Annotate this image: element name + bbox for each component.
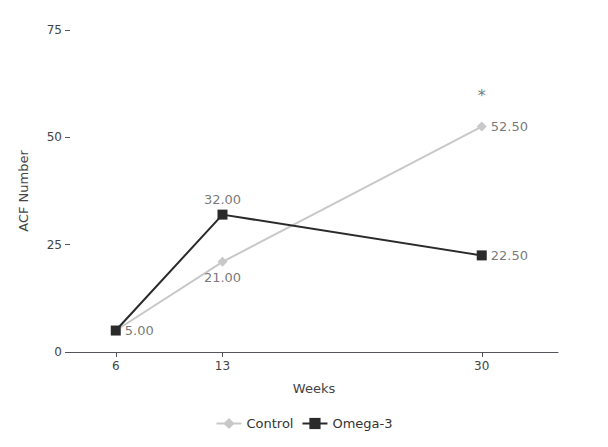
svg-text:0: 0 (54, 345, 62, 359)
svg-text:5.00: 5.00 (125, 323, 154, 338)
svg-text:Weeks: Weeks (293, 381, 336, 396)
svg-text:22.50: 22.50 (491, 248, 528, 263)
svg-text:ACF Number: ACF Number (16, 150, 31, 232)
svg-text:*: * (478, 86, 486, 105)
svg-text:25: 25 (47, 238, 62, 252)
svg-text:Control: Control (246, 416, 293, 431)
svg-text:50: 50 (47, 130, 62, 144)
svg-text:52.50: 52.50 (491, 119, 528, 134)
svg-text:13: 13 (215, 359, 230, 373)
svg-text:Omega-3: Omega-3 (332, 416, 392, 431)
svg-text:32.00: 32.00 (204, 192, 241, 207)
svg-text:6: 6 (112, 359, 120, 373)
svg-text:21.00: 21.00 (204, 270, 241, 285)
svg-text:75: 75 (47, 23, 62, 37)
svg-text:30: 30 (474, 359, 489, 373)
